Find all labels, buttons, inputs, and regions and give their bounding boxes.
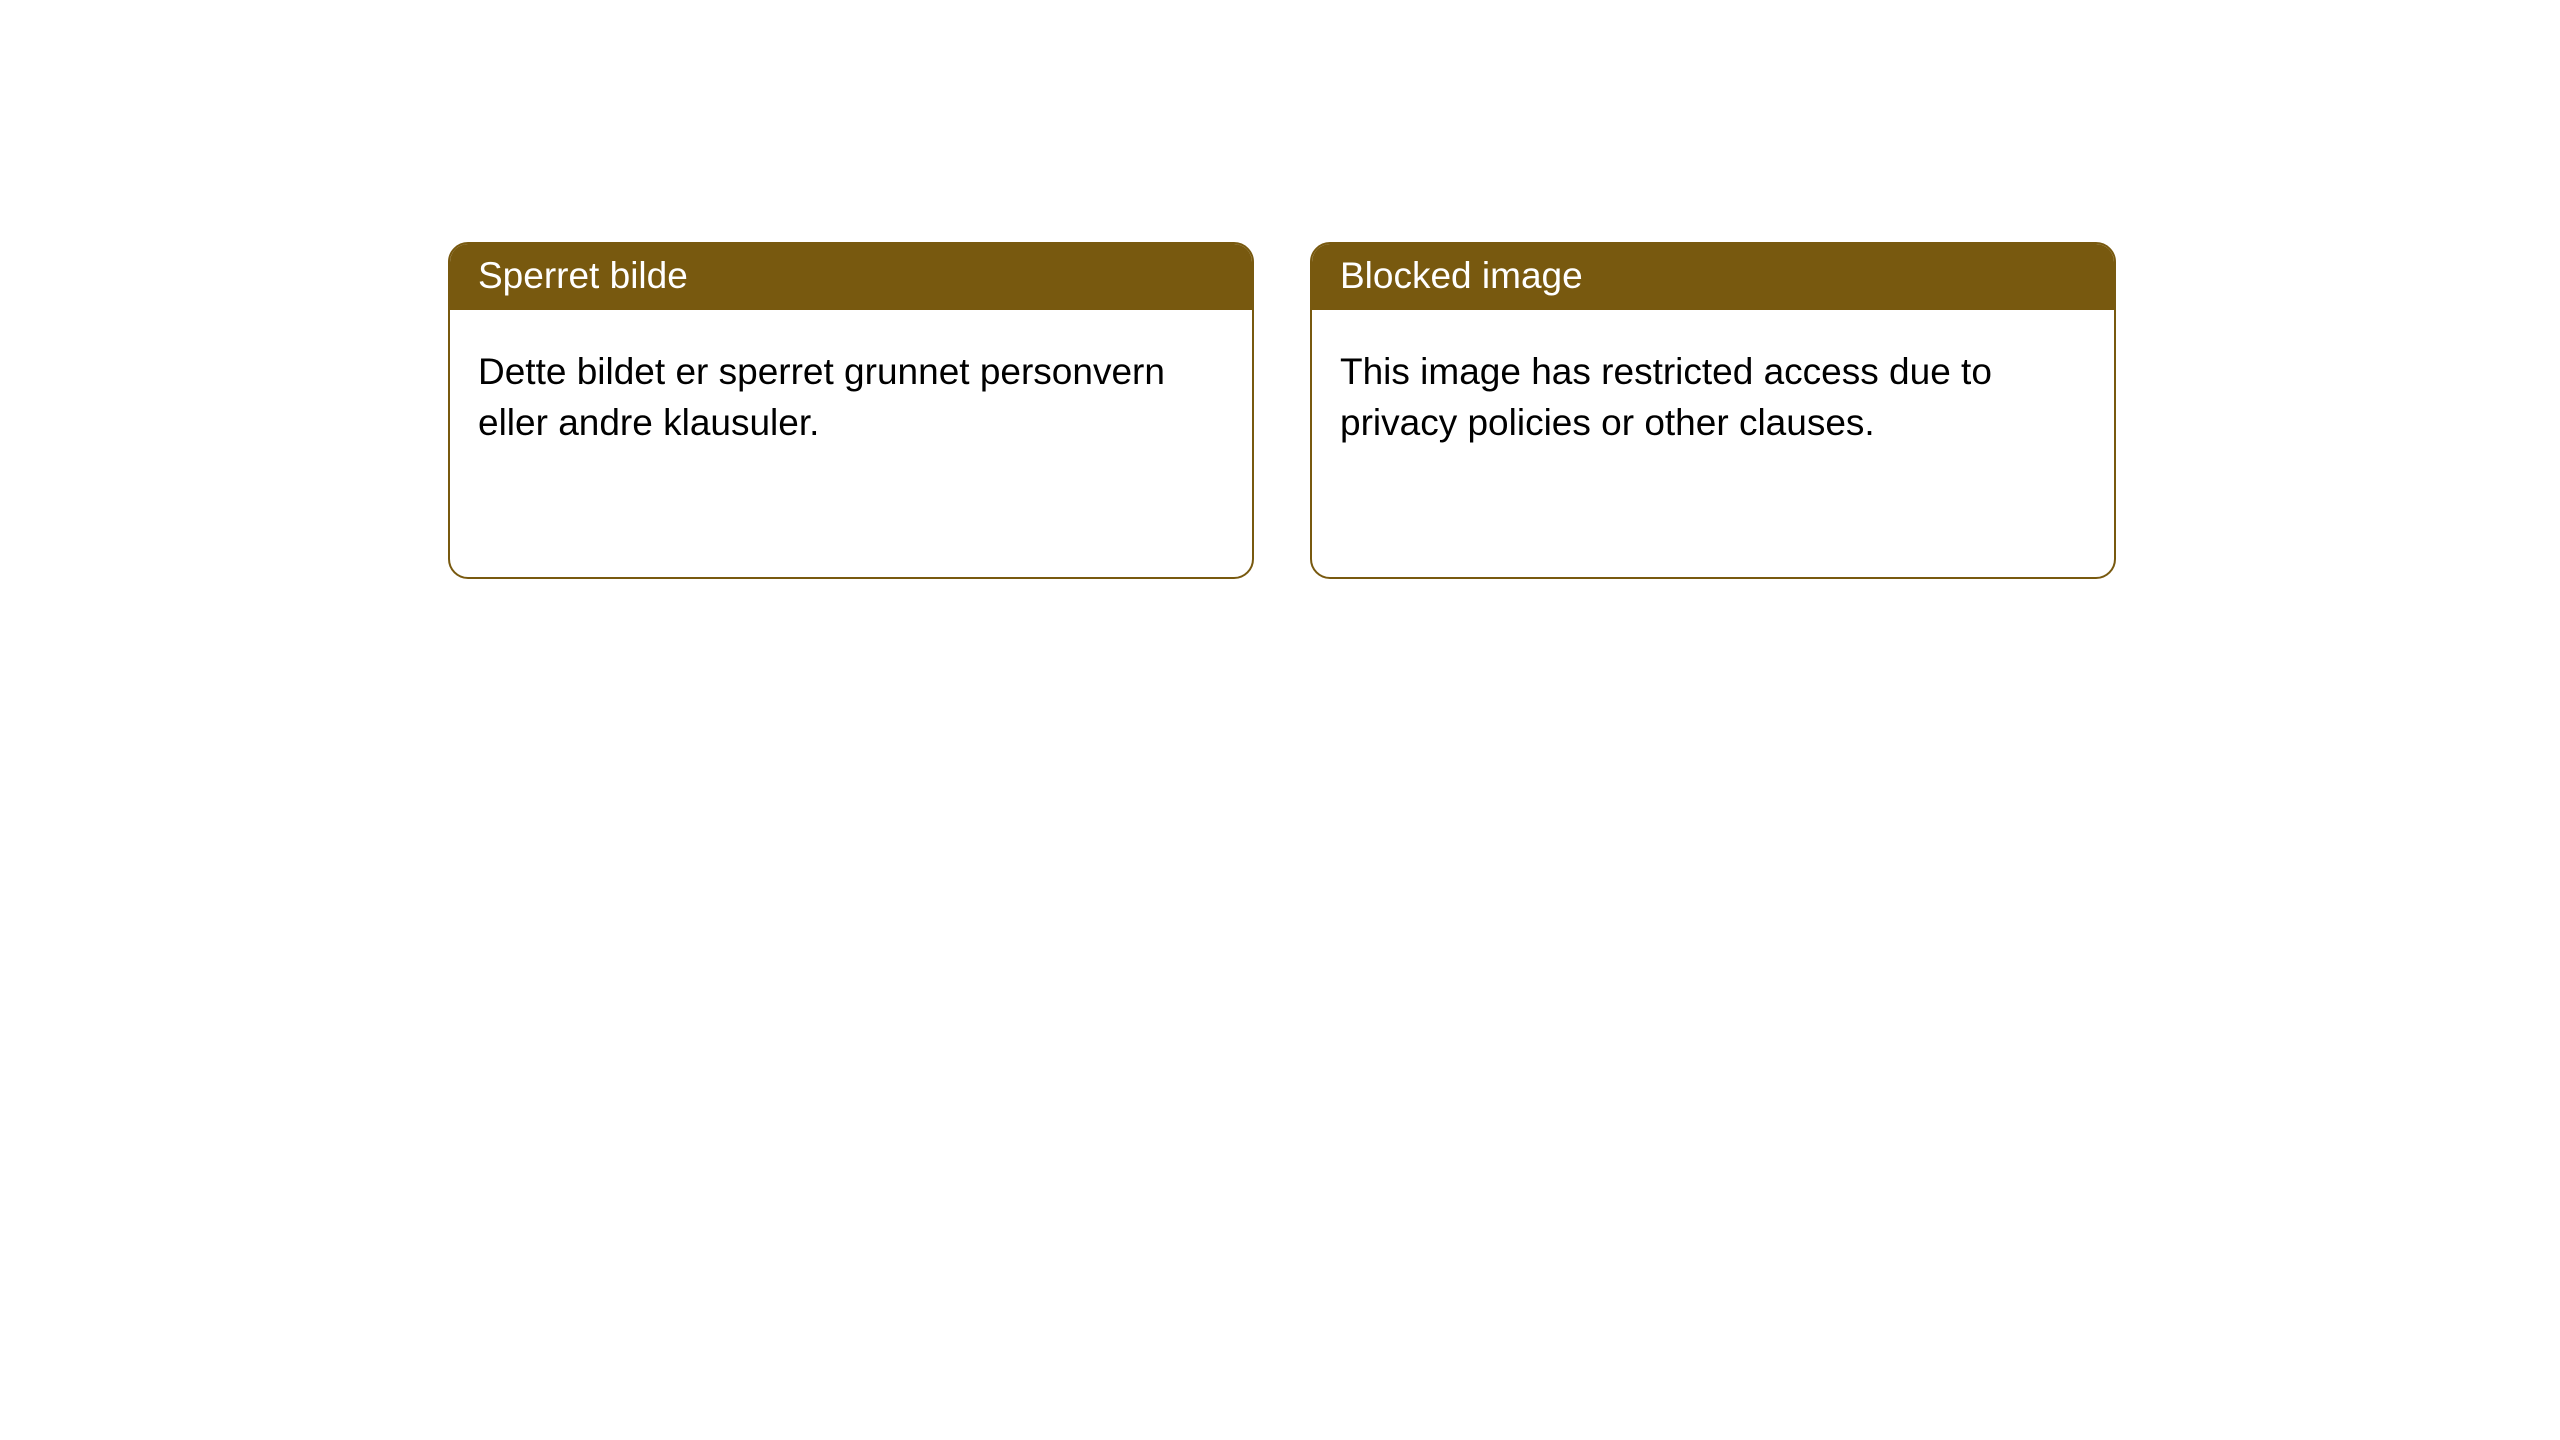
notice-card-header: Blocked image xyxy=(1312,244,2114,310)
notice-cards-container: Sperret bilde Dette bildet er sperret gr… xyxy=(448,242,2116,579)
notice-card-body: Dette bildet er sperret grunnet personve… xyxy=(450,310,1252,484)
notice-card-english: Blocked image This image has restricted … xyxy=(1310,242,2116,579)
notice-card-header: Sperret bilde xyxy=(450,244,1252,310)
notice-card-norwegian: Sperret bilde Dette bildet er sperret gr… xyxy=(448,242,1254,579)
notice-card-body: This image has restricted access due to … xyxy=(1312,310,2114,484)
